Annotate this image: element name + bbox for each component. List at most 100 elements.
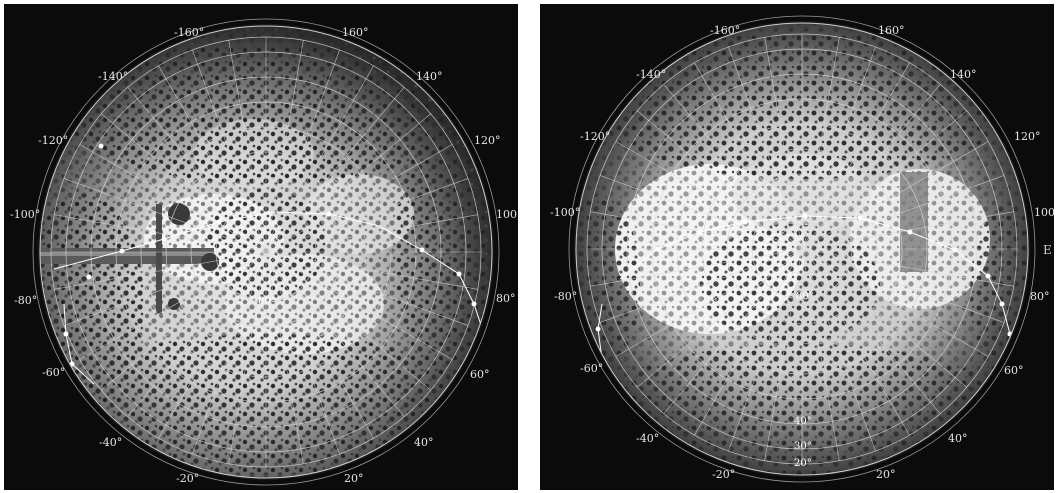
grid-spoke	[265, 214, 478, 253]
azimuth-label: 100°	[496, 208, 518, 221]
azimuth-label: 60°	[470, 368, 490, 381]
hemispherical-photo-right: -160° 160° -140° 140° -120° 120° -100° 1…	[540, 4, 1054, 490]
azimuth-label: 20°	[344, 472, 364, 485]
grid-spoke	[801, 46, 876, 250]
grid-spoke	[265, 178, 469, 253]
azimuth-label: -20°	[176, 472, 199, 485]
azimuth-label: -100°	[10, 208, 40, 221]
grid-spoke	[637, 110, 803, 250]
grid-spoke	[54, 251, 267, 290]
azimuth-label: -120°	[580, 130, 610, 143]
grid-spoke	[801, 110, 967, 250]
azimuth-label: -140°	[636, 68, 666, 81]
grid-spoke	[127, 251, 267, 417]
grid-spoke	[79, 144, 267, 253]
azimuth-label: 20°	[876, 468, 896, 481]
grid-spoke	[728, 248, 803, 452]
grid-spoke	[63, 178, 267, 253]
grid-spoke	[801, 141, 989, 250]
azimuth-label: 40°	[414, 436, 434, 449]
grid-spoke	[127, 87, 267, 253]
azimuth-label: 140°	[416, 70, 443, 83]
grid-spoke	[801, 248, 941, 414]
azimuth-label: 60°	[1004, 364, 1024, 377]
grid-spoke	[663, 84, 803, 250]
zenith-label: 80°	[796, 291, 814, 302]
grid-spoke	[265, 87, 405, 253]
grid-spoke	[615, 141, 803, 250]
grid-spoke	[265, 251, 374, 439]
grid-spoke	[265, 251, 405, 417]
grid-spoke	[265, 251, 469, 326]
grid-spoke	[801, 248, 989, 357]
grid-spoke	[192, 49, 267, 253]
grid-spoke	[101, 113, 267, 253]
grid-spoke	[637, 248, 803, 388]
azimuth-label: 120°	[474, 134, 501, 147]
grid-spoke	[663, 248, 803, 414]
azimuth-label: 80°	[1030, 290, 1050, 303]
azimuth-label: -40°	[636, 432, 659, 445]
azimuth-label: -120°	[38, 134, 68, 147]
azimuth-label: -80°	[14, 294, 37, 307]
azimuth-label: 80°	[496, 292, 516, 305]
edge-label: E	[1043, 243, 1052, 257]
grid-spoke	[801, 248, 967, 388]
azimuth-label: -60°	[580, 362, 603, 375]
grid-spoke	[265, 251, 478, 290]
grid-spoke	[801, 248, 1014, 287]
grid-spoke	[265, 144, 453, 253]
grid-spoke	[63, 251, 267, 326]
grid-spoke	[599, 248, 803, 323]
azimuth-label: -140°	[98, 70, 128, 83]
grid-spoke	[54, 214, 267, 253]
grid-spoke	[101, 251, 267, 391]
azimuth-label: -20°	[712, 468, 735, 481]
grid-spoke	[728, 46, 803, 250]
zenith-label: 80°	[258, 296, 276, 307]
grid-spoke	[801, 248, 910, 436]
azimuth-label: 120°	[1014, 130, 1041, 143]
azimuth-label: 160°	[878, 24, 905, 37]
inner-zenith-label: 30°	[794, 441, 812, 452]
grid-spoke	[801, 248, 840, 461]
grid-spoke	[228, 40, 267, 253]
azimuth-label: 40°	[948, 432, 968, 445]
grid-spoke	[265, 251, 453, 360]
grid-spoke	[192, 251, 267, 455]
grid-spoke	[801, 248, 876, 452]
grid-spoke	[228, 251, 267, 464]
azimuth-label: -40°	[99, 436, 122, 449]
hemispherical-photo-left: -160° 160° -140° 140° -120° 120° -100° 1…	[4, 4, 518, 490]
grid-spoke	[158, 65, 267, 253]
grid-spoke	[599, 175, 803, 250]
grid-spoke	[764, 37, 803, 250]
azimuth-label: 100°	[1034, 206, 1054, 219]
fisheye-image-left: -160° 160° -140° 140° -120° 120° -100° 1…	[10, 18, 518, 486]
grid-spoke	[158, 251, 267, 439]
fisheye-image-right: -160° 160° -140° 140° -120° 120° -100° 1…	[550, 15, 1054, 483]
azimuth-label: -100°	[550, 206, 580, 219]
grid-spoke	[265, 65, 374, 253]
azimuth-label: 160°	[342, 26, 369, 39]
grid-spoke	[801, 84, 941, 250]
grid-spoke	[801, 175, 1005, 250]
grid-spoke	[615, 248, 803, 357]
grid-spoke	[801, 62, 910, 250]
grid-spoke	[590, 211, 803, 250]
grid-spoke	[265, 251, 340, 455]
grid-spoke	[801, 248, 1005, 323]
azimuth-label: -160°	[174, 26, 204, 39]
azimuth-label: -60°	[42, 366, 65, 379]
azimuth-label: -160°	[710, 24, 740, 37]
azimuth-label: 140°	[950, 68, 977, 81]
grid-spoke	[265, 40, 304, 253]
inner-zenith-label: 20°	[794, 458, 812, 469]
grid-spoke	[79, 251, 267, 360]
grid-spoke	[694, 248, 803, 436]
inner-zenith-label: 40°	[794, 416, 812, 427]
grid-spoke	[265, 49, 340, 253]
grid-spoke	[801, 37, 840, 250]
grid-spoke	[764, 248, 803, 461]
azimuth-label: -80°	[554, 290, 577, 303]
